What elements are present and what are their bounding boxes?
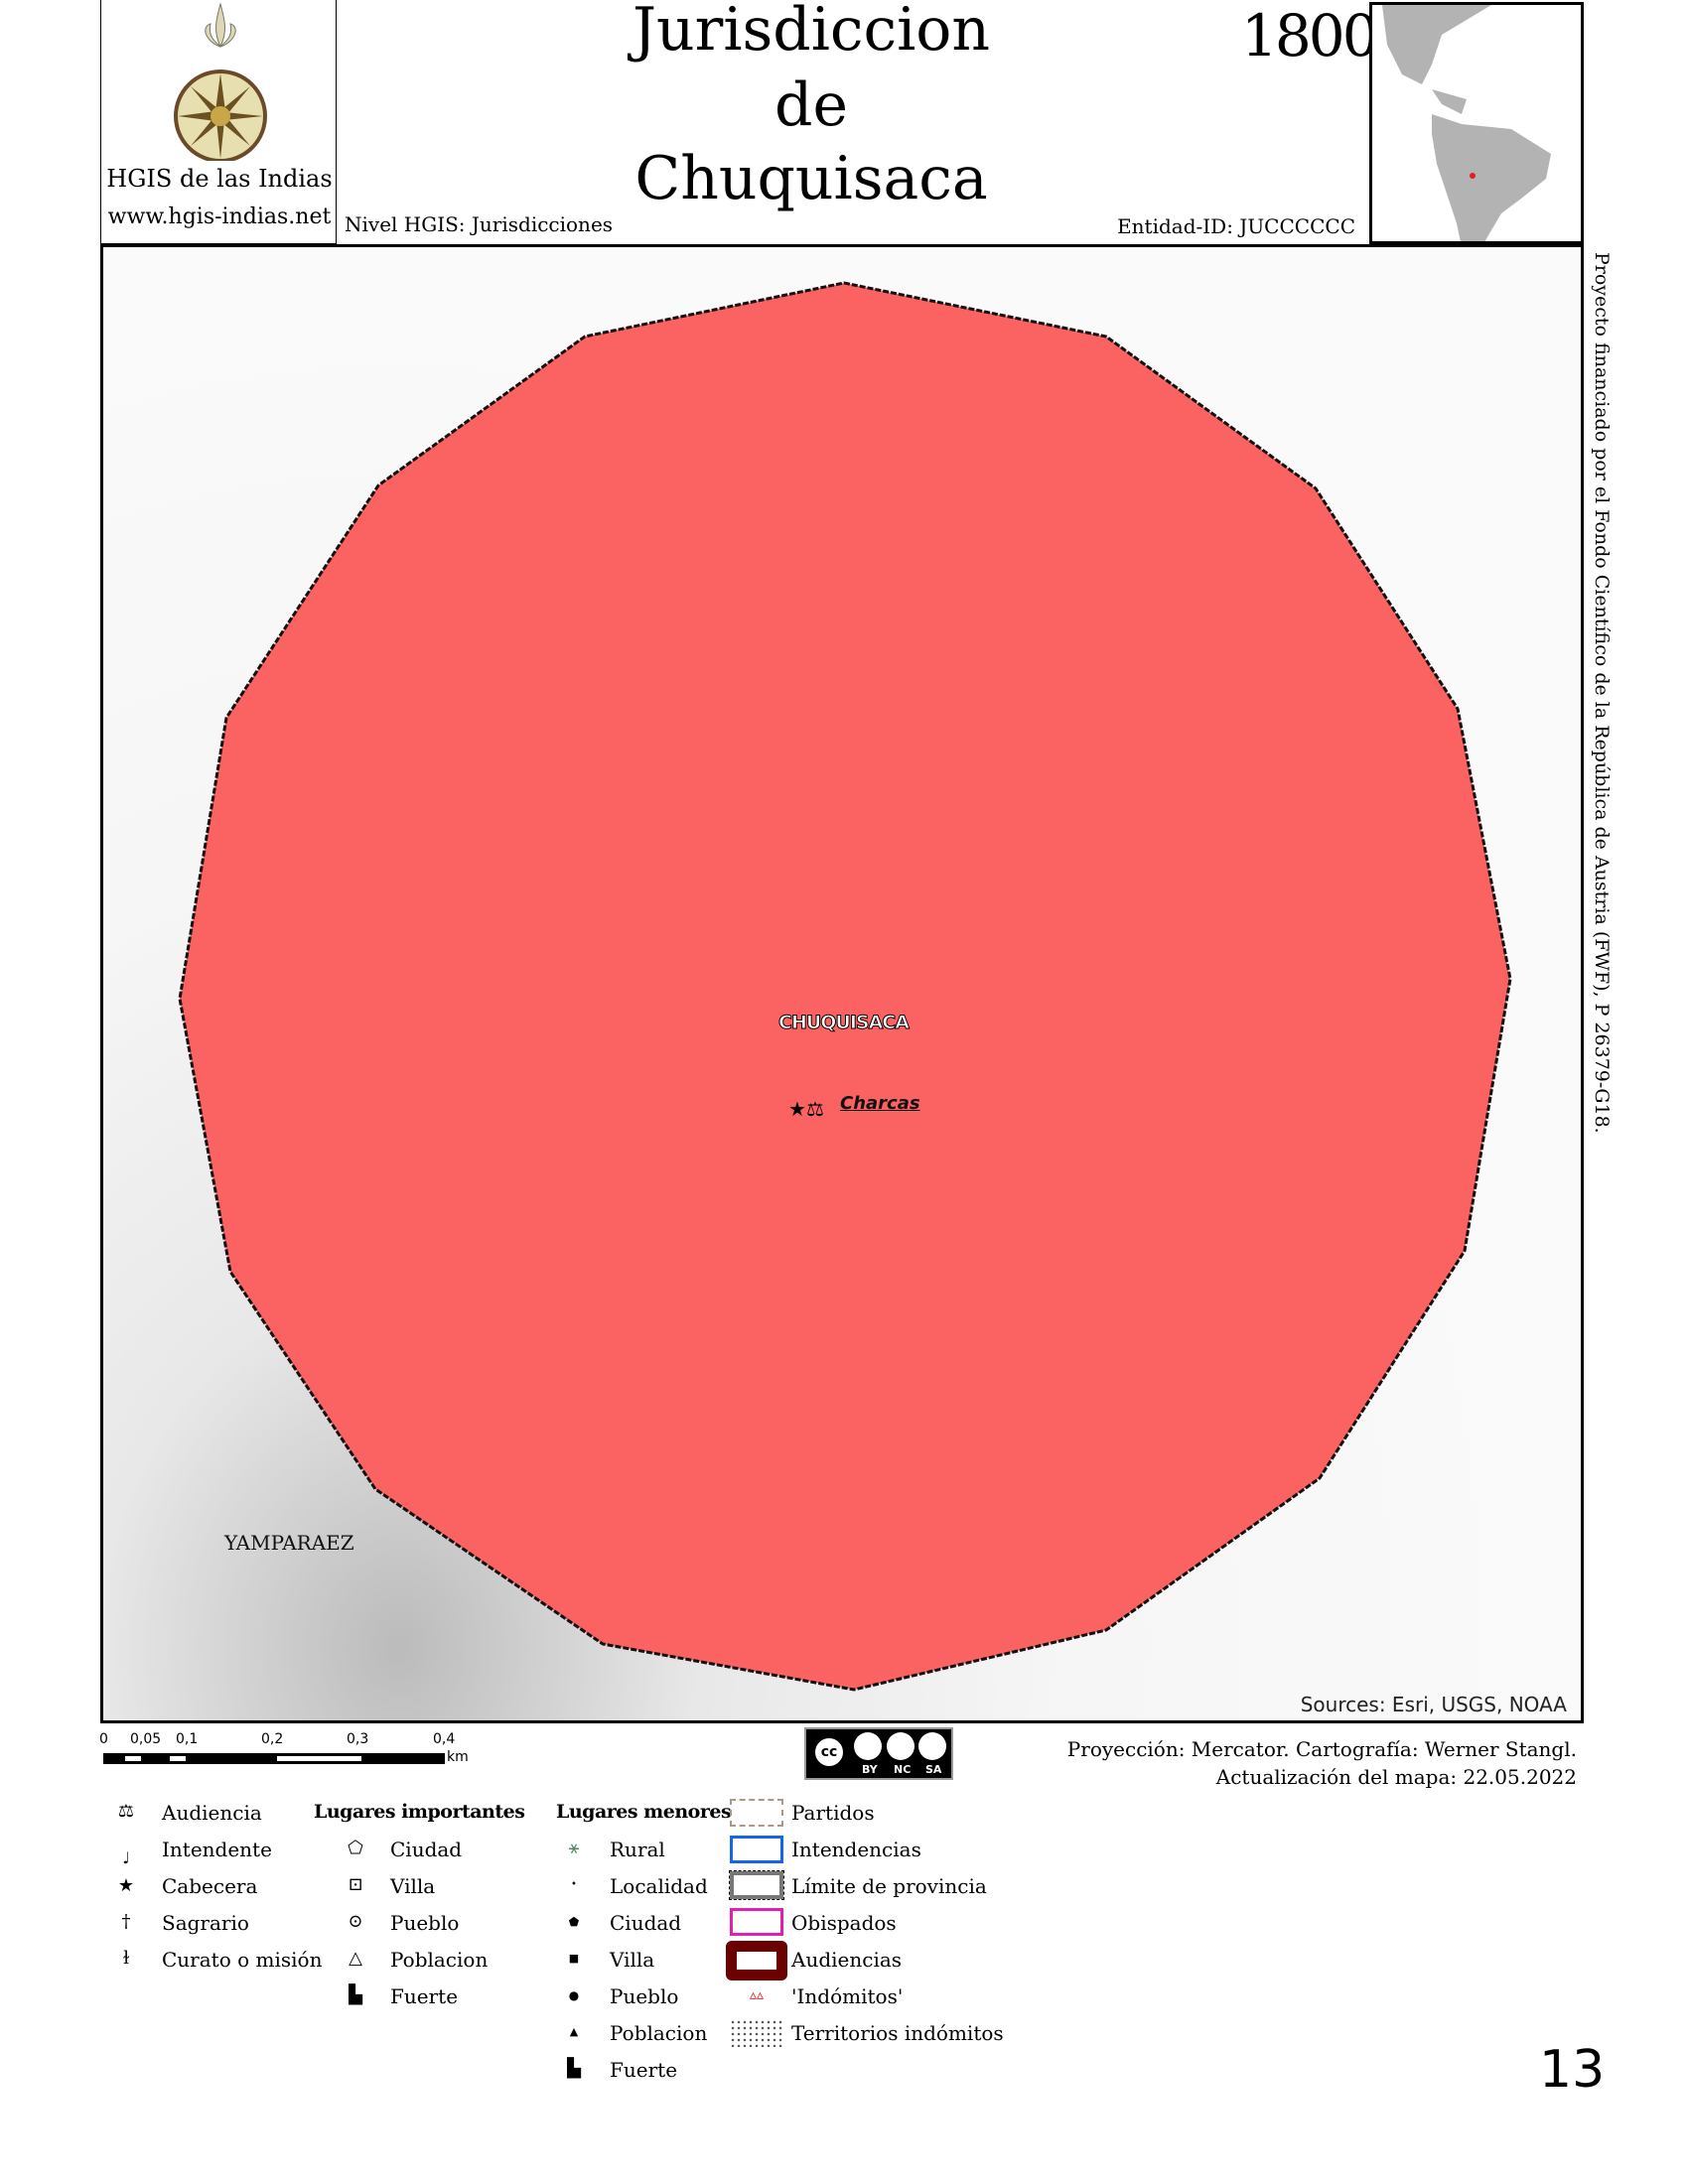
logo-url[interactable]: www.hgis-indias.net [107, 205, 332, 229]
legend-item: Audiencia [162, 1801, 262, 1825]
scale-tick: 0,4 [433, 1731, 456, 1747]
legend-item: Sagrario [162, 1911, 249, 1935]
label-chuquisaca: CHUQUISACA [778, 1012, 911, 1034]
title-line-1: Jurisdiccion [632, 0, 991, 65]
scale-bar-body [103, 1753, 445, 1764]
title-line-2: de [774, 70, 848, 140]
legend-item: Ciudad [610, 1911, 682, 1935]
scale-tick: 0 [99, 1731, 108, 1747]
by-label: BY [862, 1763, 878, 1776]
obispados-swatch [730, 1908, 783, 1936]
sa-label: SA [925, 1763, 942, 1776]
logo-name: HGIS de las Indias [106, 165, 333, 193]
legend-heading: Lugares importantes [314, 1801, 525, 1823]
scales-icon: ⚖ [805, 1097, 824, 1121]
circle-filled-icon: ● [568, 1988, 580, 2002]
cc-license-badge[interactable]: cc BY NC SA [804, 1727, 953, 1780]
legend-item: Rural [610, 1838, 665, 1861]
legend-item: Audiencias [791, 1948, 903, 1972]
legend-item: Fuerte [610, 2058, 678, 2082]
red-triangles-icon: ▵▵ [749, 1987, 765, 2003]
fort-icon: ▙ [349, 1984, 362, 2005]
inset-locator-map [1369, 2, 1584, 244]
cross-icon: † [121, 1911, 131, 1932]
page-number: 13 [1539, 2040, 1606, 2100]
nivel-label: Nivel HGIS: Jurisdicciones [345, 212, 614, 236]
place-marker-icons[interactable]: ★⚖ [788, 1099, 824, 1119]
nc-label: NC [894, 1763, 912, 1776]
title-line-3: Chuquisaca [634, 144, 988, 213]
legend-item: Villa [610, 1948, 655, 1972]
pentagon-icon: ⬠ [348, 1838, 363, 1858]
legend-item: Curato o misión [162, 1948, 323, 1972]
label-yamparaez: YAMPARAEZ [224, 1531, 354, 1555]
nc-icon [887, 1732, 914, 1760]
sources-credit: Sources: Esri, USGS, NOAA [1300, 1693, 1567, 1716]
legend-item: Cabecera [162, 1874, 258, 1898]
scale-tick: 0,2 [261, 1731, 284, 1747]
territorios-indomitos-swatch [730, 2019, 783, 2047]
legend-item: Localidad [610, 1874, 708, 1898]
legend-item: Intendente [162, 1838, 272, 1861]
legend-item: Poblacion [610, 2021, 708, 2045]
rural-icon: ⚹ [568, 1838, 580, 1858]
legend-item: Obispados [791, 1911, 897, 1935]
compass-rose-logo [174, 2, 267, 161]
intendencias-swatch [730, 1836, 783, 1863]
sa-icon [918, 1732, 946, 1760]
jurisdiction-polygon-layer [178, 281, 1512, 1692]
update-date: Actualización del mapa: 22.05.2022 [1215, 1765, 1577, 1789]
legend-item: Villa [390, 1874, 436, 1898]
jurisdiction-polygon [178, 281, 1512, 1692]
scales-icon: ⚖ [117, 1801, 135, 1822]
circle-dot-icon: ⊙ [348, 1911, 363, 1932]
star-icon: ★ [117, 1875, 135, 1896]
legend-item: Ciudad [390, 1838, 463, 1861]
entidad-id: Entidad-ID: JUCCCCCC [1117, 214, 1355, 238]
square-filled-icon: ■ [568, 1952, 580, 1965]
note-icon: ♩ [122, 1850, 130, 1867]
legend-item: 'Indómitos' [791, 1984, 904, 2008]
by-icon [854, 1732, 882, 1760]
legend-item: Territorios indómitos [791, 2021, 1004, 2045]
square-dot-icon: ⊡ [348, 1874, 363, 1895]
fort-icon: ▙ [567, 2058, 581, 2079]
legend-item: Partidos [791, 1801, 875, 1825]
scale-unit: km [447, 1749, 469, 1765]
scale-tick: 0,05 [130, 1731, 162, 1747]
cc-icon: cc [812, 1735, 846, 1769]
pentagon-filled-icon: ⬟ [568, 1915, 580, 1929]
triangle-filled-icon: ▲ [569, 2025, 579, 2038]
scale-tick: 0,1 [176, 1731, 199, 1747]
label-charcas[interactable]: Charcas [840, 1093, 920, 1114]
legend-item: Fuerte [390, 1984, 459, 2008]
location-marker [1470, 173, 1476, 179]
scale-tick: 0,3 [347, 1731, 369, 1747]
logo-panel: HGIS de las Indias www.hgis-indias.net [100, 0, 337, 244]
star-icon: ★ [788, 1097, 806, 1121]
limite-provincia-swatch [729, 1870, 784, 1900]
audiencias-swatch [726, 1941, 787, 1980]
dot-icon: • [571, 1879, 577, 1890]
legend-item: Pueblo [390, 1911, 460, 1935]
bell-icon: ɫ [122, 1948, 130, 1969]
map-frame[interactable]: CHUQUISACA ★⚖ Charcas YAMPARAEZ Sources:… [100, 244, 1584, 1723]
legend-item: Intendencias [791, 1838, 921, 1861]
funding-note: Proyecto financiado por el Fondo Científ… [1591, 252, 1613, 1134]
legend-heading: Lugares menores [556, 1801, 732, 1823]
year: 1800 [1241, 2, 1379, 69]
legend-item: Límite de provincia [791, 1874, 987, 1898]
projection-credit: Proyección: Mercator. Cartografía: Werne… [1066, 1737, 1577, 1761]
legend-item: Poblacion [390, 1948, 489, 1972]
triangle-icon: △ [349, 1948, 362, 1969]
legend-item: Pueblo [610, 1984, 679, 2008]
partidos-swatch [730, 1799, 783, 1827]
